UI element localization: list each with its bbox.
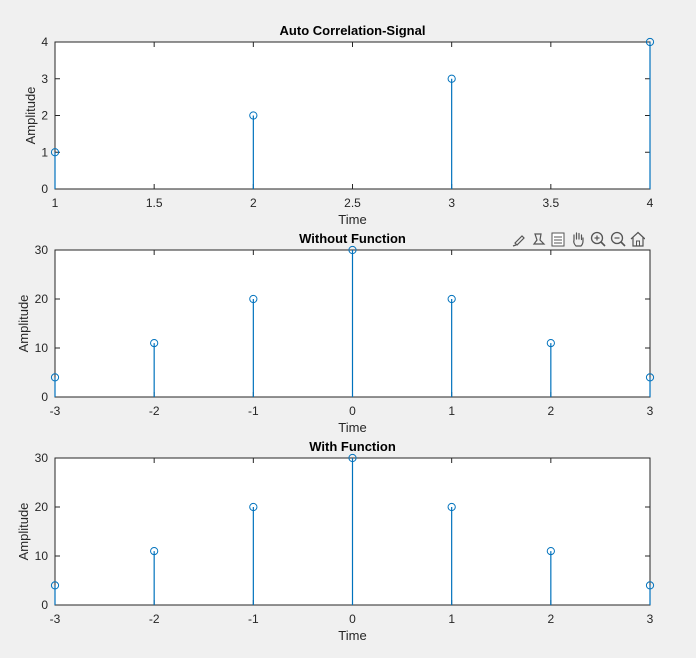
x-tick-label: -2	[149, 612, 160, 626]
x-axis-label: Time	[338, 628, 366, 643]
stem-marker	[546, 339, 555, 348]
stem-marker	[447, 74, 456, 83]
stem-marker	[50, 581, 60, 590]
chart-title: Auto Correlation-Signal	[280, 23, 426, 38]
x-tick-label: -3	[50, 612, 61, 626]
y-tick-label: 0	[41, 390, 48, 404]
y-tick-label: 30	[35, 451, 49, 465]
y-tick-label: 0	[41, 598, 48, 612]
x-tick-label: 2	[547, 612, 554, 626]
y-tick-label: 1	[41, 145, 48, 159]
y-axis-label: Amplitude	[16, 503, 31, 561]
y-tick-label: 10	[35, 341, 49, 355]
x-tick-label: -2	[149, 404, 160, 418]
stem-marker	[50, 148, 60, 157]
stem-marker	[645, 581, 655, 590]
x-tick-label: 2.5	[344, 196, 361, 210]
y-tick-label: 10	[35, 549, 49, 563]
stem-marker	[249, 502, 258, 512]
x-tick-label: 3	[647, 612, 654, 626]
zoom-out-icon[interactable]	[610, 231, 626, 247]
x-tick-label: 3.5	[542, 196, 559, 210]
x-tick-label: 3	[647, 404, 654, 418]
x-tick-label: -1	[248, 404, 259, 418]
stem-marker	[249, 111, 258, 120]
x-tick-label: -1	[248, 612, 259, 626]
stem-marker	[447, 502, 456, 512]
stem-marker	[348, 245, 357, 255]
stem-marker	[348, 453, 357, 463]
stem-marker	[150, 339, 159, 348]
stem-marker	[50, 373, 60, 382]
y-tick-label: 4	[41, 35, 48, 49]
x-tick-label: -3	[50, 404, 61, 418]
home-icon[interactable]	[630, 231, 646, 247]
x-tick-label: 1.5	[146, 196, 163, 210]
x-tick-label: 2	[547, 404, 554, 418]
y-tick-label: 20	[35, 500, 49, 514]
x-tick-label: 2	[250, 196, 257, 210]
plot-area	[54, 41, 651, 190]
y-axis-label: Amplitude	[16, 295, 31, 353]
x-tick-label: 1	[448, 404, 455, 418]
stem-marker	[447, 294, 456, 304]
stem-marker	[249, 294, 258, 304]
chart-title: Without Function	[299, 231, 406, 246]
stem-marker	[150, 547, 159, 556]
stem-marker	[645, 373, 655, 382]
y-tick-label: 20	[35, 292, 49, 306]
x-axis-label: Time	[338, 212, 366, 227]
stem-marker	[645, 37, 655, 47]
x-axis-label: Time	[338, 420, 366, 435]
pan-hand-icon[interactable]	[570, 231, 586, 247]
y-tick-label: 30	[35, 243, 49, 257]
x-tick-label: 4	[647, 196, 654, 210]
x-tick-label: 0	[349, 612, 356, 626]
x-tick-label: 0	[349, 404, 356, 418]
y-tick-label: 0	[41, 182, 48, 196]
axes-toolbar	[510, 229, 646, 249]
y-tick-label: 2	[41, 109, 48, 123]
x-tick-label: 1	[52, 196, 59, 210]
zoom-in-icon[interactable]	[590, 231, 606, 247]
x-tick-label: 3	[448, 196, 455, 210]
brush-icon[interactable]	[512, 231, 528, 247]
legend-icon[interactable]	[551, 232, 565, 247]
data-tips-icon[interactable]	[531, 231, 547, 247]
stem-marker	[546, 547, 555, 556]
y-tick-label: 3	[41, 72, 48, 86]
chart-title: With Function	[309, 439, 396, 454]
y-axis-label: Amplitude	[23, 87, 38, 145]
x-tick-label: 1	[448, 612, 455, 626]
